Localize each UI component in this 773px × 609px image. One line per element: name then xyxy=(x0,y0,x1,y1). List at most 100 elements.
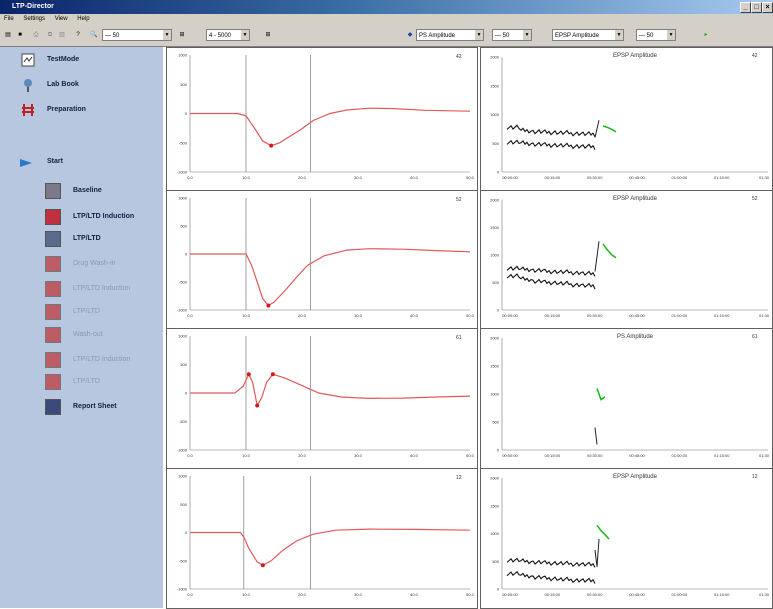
trace-y-tick-label: -500 xyxy=(179,280,188,285)
trace-y-tick-label: 0 xyxy=(185,530,188,535)
trace-x-tick-label: 10.0 xyxy=(242,592,251,597)
trace-x-tick-label: 10.0 xyxy=(242,313,251,318)
sidebar-item-testmode[interactable]: TestMode xyxy=(47,56,80,63)
maximize-button[interactable]: □ xyxy=(751,2,762,13)
sidebar-item-preparation[interactable]: Preparation xyxy=(47,106,86,113)
trend-post-series xyxy=(596,524,610,540)
trend-y-tick-label: 1000 xyxy=(490,392,500,397)
trace-panel-number: 42 xyxy=(456,54,462,60)
trend-x-tick-label: 01:30 xyxy=(759,313,770,318)
trace-y-tick-label: 1000 xyxy=(178,334,188,339)
sidebar-item-ltp-ltd-induction-2[interactable]: LTP/LTD Induction xyxy=(73,285,131,292)
range-apply-icon[interactable]: ⊞ xyxy=(262,29,274,41)
trend-x-tick-label: 01:00:00 xyxy=(672,453,688,458)
trend-series-lower xyxy=(506,139,596,150)
sidebar: TestMode Lab Book Preparation Start Base… xyxy=(0,47,163,608)
range-combo[interactable]: 4 - 5000 ▼ xyxy=(206,29,250,41)
trace-panel-3[interactable] xyxy=(166,328,478,470)
step-ltp-ltd-icon xyxy=(45,231,61,247)
sidebar-item-report-sheet[interactable]: Report Sheet xyxy=(73,403,117,410)
trace-x-tick-label: 50.0 xyxy=(466,592,475,597)
trend-post-series xyxy=(602,125,617,133)
minimize-button[interactable]: _ xyxy=(740,2,751,13)
trend-x-tick-label: 00:00:00 xyxy=(502,313,518,318)
sidebar-item-ltp-ltd-2[interactable]: LTP/LTD xyxy=(73,308,100,315)
ps-amplitude-combo[interactable]: PS Amplitude ▼ xyxy=(416,29,484,41)
trend-post-series xyxy=(596,388,606,401)
trend-y-tick-label: 500 xyxy=(492,141,499,146)
trace-x-tick-label: 20.0 xyxy=(298,175,307,180)
sidebar-item-start[interactable]: Start xyxy=(47,158,63,165)
trace-x-tick-label: 30.0 xyxy=(354,453,363,458)
trend-title: EPSP Amplitude xyxy=(613,53,658,59)
trend-induction-spike xyxy=(594,120,600,138)
peak-marker xyxy=(270,372,275,377)
trace-x-tick-label: 50.0 xyxy=(466,175,475,180)
trend-x-tick-label: 01:15:00 xyxy=(714,592,730,597)
trend-x-tick-label: 01:15:00 xyxy=(714,175,730,180)
menu-help[interactable]: Help xyxy=(77,16,90,22)
copy-icon[interactable]: ⧉ xyxy=(44,29,56,41)
trend-y-tick-label: 500 xyxy=(492,280,499,285)
trace-panel-number: 12 xyxy=(456,475,462,481)
trend-x-tick-label: 00:45:00 xyxy=(629,313,645,318)
menu-settings[interactable]: Settings xyxy=(23,16,46,22)
run-icon[interactable]: ▸ xyxy=(700,29,712,41)
sidebar-item-ltp-ltd-induction[interactable]: LTP/LTD Induction xyxy=(73,213,135,220)
trend-x-tick-label: 00:00:00 xyxy=(502,592,518,597)
trend-induction-spike xyxy=(594,538,600,567)
trend-x-tick-label: 01:30 xyxy=(759,175,770,180)
sidebar-item-wash-out[interactable]: Wash-out xyxy=(73,331,103,338)
trace-x-tick-label: 40.0 xyxy=(410,453,419,458)
trace-x-tick-label: 10.0 xyxy=(242,175,251,180)
epsp-amplitude-combo[interactable]: EPSP Amplitude ▼ xyxy=(552,29,624,41)
trend-y-tick-label: 0 xyxy=(497,448,500,453)
param-select-icon[interactable]: ◆ xyxy=(404,29,416,41)
scale-combo[interactable]: — 50 ▼ xyxy=(102,29,172,41)
trace-y-tick-label: -500 xyxy=(179,140,188,145)
epsp-scale-combo[interactable]: — 50 ▼ xyxy=(636,29,676,41)
trace-panel-2[interactable] xyxy=(166,190,478,330)
trend-title: EPSP Amplitude xyxy=(613,474,658,480)
help-icon[interactable]: ? xyxy=(72,29,84,41)
trend-x-tick-label: 00:00:00 xyxy=(502,453,518,458)
trend-y-tick-label: 500 xyxy=(492,420,499,425)
trend-series-upper xyxy=(506,557,596,568)
scale-apply-icon[interactable]: ⊞ xyxy=(176,29,188,41)
menu-view[interactable]: View xyxy=(54,16,68,22)
trend-y-tick-label: 2000 xyxy=(490,198,500,203)
trend-panel-1[interactable] xyxy=(480,47,773,192)
trace-line xyxy=(190,528,471,566)
trace-x-tick-label: 40.0 xyxy=(410,175,419,180)
trend-x-tick-label: 00:15:00 xyxy=(545,313,561,318)
trace-y-tick-label: 0 xyxy=(185,252,188,257)
trend-panel-3[interactable] xyxy=(480,328,773,470)
sidebar-item-ltp-ltd-induction-3[interactable]: LTP/LTD Induction xyxy=(73,356,131,363)
trace-x-tick-label: 0.0 xyxy=(187,313,193,318)
sidebar-item-ltp-ltd-3[interactable]: LTP/LTD xyxy=(73,378,100,385)
zoom-icon[interactable]: 🔍 xyxy=(88,29,100,41)
sidebar-item-ltp-ltd[interactable]: LTP/LTD xyxy=(73,235,101,242)
trend-y-tick-label: 1500 xyxy=(490,83,500,88)
paste-icon[interactable]: ▥ xyxy=(56,29,68,41)
trace-panel-4[interactable] xyxy=(166,468,478,609)
trace-y-tick-label: -1000 xyxy=(177,448,188,453)
trend-series-lower xyxy=(506,273,596,290)
trace-y-tick-label: 0 xyxy=(185,391,188,396)
trace-panel-1[interactable] xyxy=(166,47,478,192)
print-icon[interactable]: ⎙ xyxy=(30,29,42,41)
sidebar-item-baseline[interactable]: Baseline xyxy=(73,187,102,194)
trend-y-tick-label: 1500 xyxy=(490,364,500,369)
menu-file[interactable]: File xyxy=(4,16,14,22)
sidebar-item-lab-book[interactable]: Lab Book xyxy=(47,81,79,88)
sidebar-item-drug-wash-in[interactable]: Drug Wash-in xyxy=(73,260,116,267)
trend-title: EPSP Amplitude xyxy=(613,196,658,202)
trace-line xyxy=(190,248,471,307)
save-icon[interactable]: ■ xyxy=(14,29,26,41)
open-icon[interactable]: ▤ xyxy=(2,29,14,41)
trace-x-tick-label: 10.0 xyxy=(242,453,251,458)
trace-x-tick-label: 50.0 xyxy=(466,313,475,318)
trace-y-tick-label: 500 xyxy=(180,82,187,87)
ps-scale-combo[interactable]: — 50 ▼ xyxy=(492,29,532,41)
